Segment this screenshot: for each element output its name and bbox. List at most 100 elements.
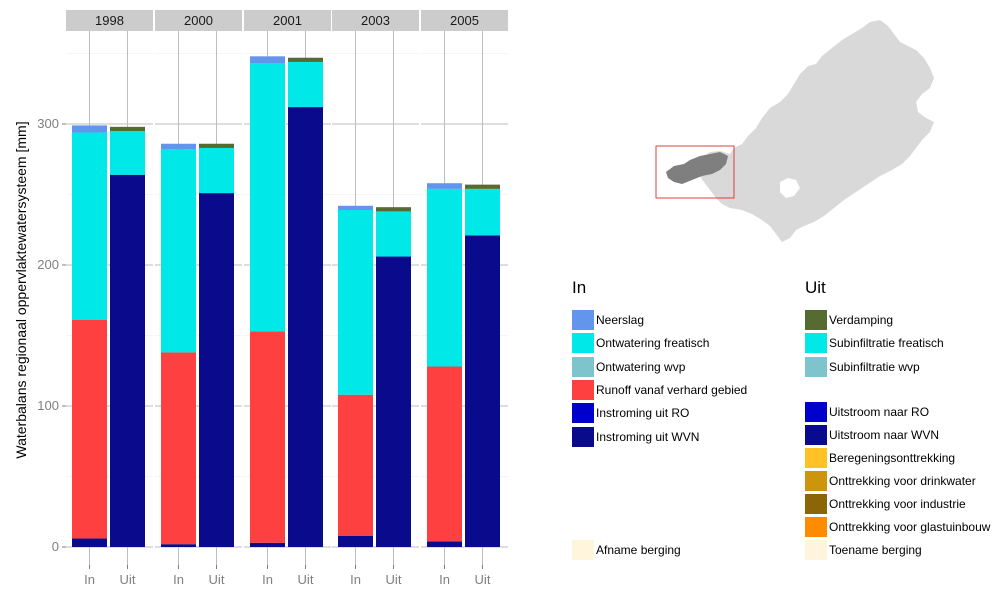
uit-bar-verdamping bbox=[465, 184, 500, 189]
x-tick-label-in: In bbox=[84, 572, 95, 587]
legend-swatch bbox=[572, 540, 594, 560]
legend-swatch bbox=[572, 403, 594, 424]
map-inner-lake bbox=[780, 178, 800, 198]
map-highlight-box bbox=[655, 145, 735, 199]
x-tick-label-uit: Uit bbox=[475, 572, 491, 587]
legend-item-subinfiltratie-wvp: Subinfiltratie wvp bbox=[805, 356, 920, 378]
legend-item-afname-berging: Afname berging bbox=[572, 539, 681, 561]
legend-label: Onttrekking voor industrie bbox=[829, 497, 966, 511]
legend-item-uitstroom-naar-wvn: Uitstroom naar WVN bbox=[805, 424, 939, 446]
legend-label: Verdamping bbox=[829, 313, 894, 327]
legend-swatch bbox=[805, 517, 827, 537]
legend-item-instroming-uit-wvn: Instroming uit WVN bbox=[572, 426, 699, 448]
in-bar-runoff-vanaf-verhard-gebied bbox=[161, 352, 196, 545]
legend-swatch bbox=[572, 379, 594, 400]
facet-strip bbox=[332, 10, 419, 31]
legend-swatch bbox=[805, 471, 827, 491]
facet-strip bbox=[244, 10, 331, 31]
y-tick-label: 100 bbox=[37, 398, 59, 413]
uit-bar-subinfiltratie-freatisch bbox=[199, 147, 234, 194]
x-tick-label-uit: Uit bbox=[209, 572, 225, 587]
legend-item-neerslag: Neerslag bbox=[572, 309, 644, 331]
uit-bar-subinfiltratie-freatisch bbox=[110, 131, 145, 175]
uit-bar-uitstroom-naar-wvn bbox=[465, 235, 500, 547]
facet-label-2000: 2000 bbox=[184, 13, 213, 28]
legend-item-uitstroom-naar-ro: Uitstroom naar RO bbox=[805, 401, 929, 423]
legend-label: Uitstroom naar WVN bbox=[829, 428, 940, 442]
legend-item-runoff-vanaf-verhard-gebied: Runoff vanaf verhard gebied bbox=[572, 379, 747, 401]
uit-bar-subinfiltratie-freatisch bbox=[376, 211, 411, 257]
in-bar-ontwatering-freatisch bbox=[427, 188, 462, 367]
in-bar-instroming-uit-wvn bbox=[427, 541, 462, 547]
legend-swatch bbox=[572, 333, 594, 354]
legend-item-onttrekking-voor-industrie: Onttrekking voor industrie bbox=[805, 493, 966, 515]
x-tick-label-uit: Uit bbox=[298, 572, 314, 587]
in-bar-runoff-vanaf-verhard-gebied bbox=[250, 331, 285, 543]
uit-bar-uitstroom-naar-wvn bbox=[288, 107, 323, 547]
legend-label: Subinfiltratie wvp bbox=[829, 359, 920, 374]
in-bar-ontwatering-freatisch bbox=[161, 149, 196, 353]
in-bar-runoff-vanaf-verhard-gebied bbox=[338, 394, 373, 536]
y-tick-label: 0 bbox=[52, 539, 59, 554]
facet-strip bbox=[66, 10, 153, 31]
legend-swatch bbox=[805, 425, 827, 445]
legend-item-ontwatering-freatisch: Ontwatering freatisch bbox=[572, 332, 709, 354]
legend-label: Ontwatering wvp bbox=[596, 359, 686, 374]
legend-swatch bbox=[805, 402, 827, 422]
legend-item-toename-berging: Toename berging bbox=[805, 539, 922, 561]
facet-label-2003: 2003 bbox=[361, 13, 390, 28]
legend-item-instroming-uit-ro: Instroming uit RO bbox=[572, 402, 689, 424]
in-bar-ontwatering-freatisch bbox=[250, 63, 285, 332]
in-bar-ontwatering-freatisch bbox=[72, 132, 107, 320]
legend-swatch bbox=[572, 356, 594, 377]
y-tick-label: 300 bbox=[37, 116, 59, 131]
uit-bar-uitstroom-naar-wvn bbox=[376, 256, 411, 547]
legend-label: Neerslag bbox=[596, 313, 645, 327]
x-tick-label-in: In bbox=[439, 572, 450, 587]
x-tick-label-uit: Uit bbox=[120, 572, 136, 587]
in-bar-neerslag bbox=[250, 56, 285, 64]
region-locator-map bbox=[655, 20, 934, 242]
legend-label: Instroming uit WVN bbox=[596, 429, 700, 444]
facet-strip bbox=[421, 10, 508, 31]
legend-uit-title: Uit bbox=[805, 278, 826, 297]
uit-bar-uitstroom-naar-wvn bbox=[199, 193, 234, 547]
in-bar-runoff-vanaf-verhard-gebied bbox=[427, 366, 462, 542]
legend-label: Instroming uit RO bbox=[596, 406, 690, 421]
facet-label-1998: 1998 bbox=[95, 13, 124, 28]
x-tick-label-in: In bbox=[173, 572, 184, 587]
legend-swatch bbox=[805, 310, 827, 330]
y-axis-title: Waterbalans regionaal oppervlaktewatersy… bbox=[13, 121, 29, 458]
legend-label: Toename berging bbox=[829, 543, 922, 557]
x-tick-label-in: In bbox=[262, 572, 273, 587]
legend-label: Subinfiltratie freatisch bbox=[829, 336, 944, 351]
legend-swatch bbox=[805, 540, 827, 560]
legend-item-onttrekking-voor-glastuinbouw: Onttrekking voor glastuinbouw bbox=[805, 516, 990, 538]
legend-swatch bbox=[572, 310, 594, 330]
in-bar-instroming-uit-wvn bbox=[338, 535, 373, 547]
legend-swatch bbox=[805, 356, 827, 377]
legend-label: Onttrekking voor drinkwater bbox=[829, 474, 976, 488]
uit-bar-verdamping bbox=[376, 207, 411, 212]
map-highlight-region bbox=[666, 152, 728, 184]
map-province-shape bbox=[696, 20, 934, 242]
uit-bar-uitstroom-naar-wvn bbox=[110, 174, 145, 547]
legend-in-title: In bbox=[572, 278, 587, 297]
uit-bar-verdamping bbox=[110, 126, 145, 132]
in-bar-ontwatering-freatisch bbox=[338, 210, 373, 395]
legend-item-subinfiltratie-freatisch: Subinfiltratie freatisch bbox=[805, 332, 944, 354]
in-bar-runoff-vanaf-verhard-gebied bbox=[72, 319, 107, 539]
legend-label: Ontwatering freatisch bbox=[596, 336, 710, 351]
legend-item-verdamping: Verdamping bbox=[805, 309, 893, 331]
legend-label: Beregeningsonttrekking bbox=[829, 451, 956, 465]
uit-bar-subinfiltratie-freatisch bbox=[288, 61, 323, 108]
in-bar-neerslag bbox=[72, 125, 107, 133]
uit-bar-verdamping bbox=[288, 57, 323, 62]
legend-item-ontwatering-wvp: Ontwatering wvp bbox=[572, 356, 685, 378]
facet-label-2005: 2005 bbox=[450, 13, 479, 28]
legend-swatch bbox=[805, 448, 827, 468]
in-bar-instroming-uit-wvn bbox=[250, 542, 285, 547]
x-tick-label-uit: Uit bbox=[386, 572, 402, 587]
legend-item-beregeningsonttrekking: Beregeningsonttrekking bbox=[805, 447, 955, 469]
